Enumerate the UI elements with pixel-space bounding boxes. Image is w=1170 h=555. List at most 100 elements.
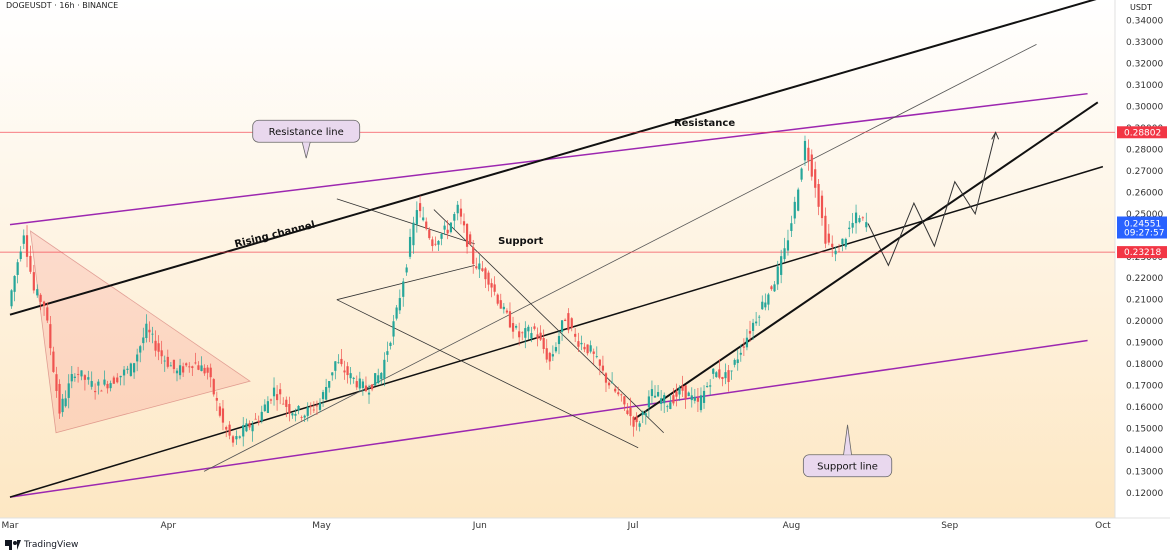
candle-body-206 <box>653 395 657 398</box>
candle-body-112 <box>361 381 364 389</box>
y-tick-label-0: 0.12000 <box>1126 489 1163 499</box>
tradingview-logo[interactable]: TradingView <box>5 540 78 550</box>
candle-body-54 <box>182 366 185 373</box>
candle-body-37 <box>129 363 132 376</box>
candle-body-255 <box>807 147 810 161</box>
candle-body-182 <box>580 342 583 345</box>
candle-body-243 <box>767 294 770 305</box>
triangle-pattern <box>29 230 251 434</box>
time-axis[interactable]: Mar Apr May Jun Jul Aug Sep Oct <box>2 521 1112 531</box>
candle-body-145 <box>465 224 469 247</box>
candle-body-23 <box>83 375 87 380</box>
candle-body-74 <box>245 423 248 432</box>
trendline-3 <box>9 165 1104 498</box>
candle-body-225 <box>712 368 715 374</box>
candle-body-195 <box>620 394 623 396</box>
candle-body-18 <box>67 383 70 398</box>
candle-body-115 <box>370 384 374 390</box>
candle-body-265 <box>841 238 844 245</box>
candle-body-235 <box>742 346 745 348</box>
x-tick-label-5: Aug <box>783 521 801 531</box>
candle-body-26 <box>94 390 97 393</box>
candle-body-19 <box>70 374 73 382</box>
candle-body-198 <box>629 407 632 417</box>
candle-body-202 <box>641 412 644 415</box>
candle-body-186 <box>592 351 595 354</box>
projection-layer <box>867 131 1000 267</box>
candle-body-99 <box>321 392 325 400</box>
candle-body-256 <box>810 154 813 177</box>
candle-body-168 <box>536 334 539 339</box>
candle-body-36 <box>126 368 129 370</box>
candle-body-3 <box>19 251 22 260</box>
y-tick-label-22: 0.34000 <box>1126 17 1163 27</box>
candle-body-120 <box>386 351 389 355</box>
candle-body-83 <box>272 387 276 397</box>
candle-body-43 <box>148 329 151 333</box>
candle-body-65 <box>215 397 218 401</box>
candle-body-240 <box>758 316 761 318</box>
candle-body-78 <box>257 420 260 423</box>
currency-label: USDT <box>1130 3 1152 12</box>
candle-body-223 <box>706 385 709 387</box>
candle-body-131 <box>422 217 425 221</box>
candle-body-40 <box>139 346 142 353</box>
candle-body-27 <box>97 381 100 386</box>
plot-background <box>0 0 1115 518</box>
candle-body-20 <box>73 376 76 378</box>
candle-body-181 <box>577 341 580 347</box>
candle-body-184 <box>586 344 589 354</box>
trendline-8 <box>433 209 664 434</box>
candle-body-193 <box>614 388 617 392</box>
candle-body-268 <box>851 222 854 228</box>
candle-body-204 <box>647 396 650 408</box>
trendline-1 <box>9 339 1088 498</box>
triangle-pattern-layer <box>29 230 251 434</box>
candle-body-233 <box>736 359 739 364</box>
candle-body-217 <box>687 392 690 397</box>
candle-body-140 <box>449 222 453 233</box>
y-tick-label-5: 0.17000 <box>1126 382 1163 392</box>
candle-body-32 <box>112 377 115 384</box>
candle-body-170 <box>542 338 545 349</box>
candle-body-117 <box>377 375 380 384</box>
candle-body-48 <box>163 360 166 362</box>
candle-body-58 <box>194 362 197 364</box>
candle-body-269 <box>854 212 858 224</box>
tradingview-logo-icon <box>5 540 21 550</box>
candle-body-249 <box>786 240 790 251</box>
candle-body-4 <box>22 235 25 244</box>
candle-body-113 <box>364 385 368 392</box>
price-axis[interactable]: 0.12000 0.13000 0.14000 0.15000 0.16000 0.170… <box>1117 17 1167 499</box>
candle-body-136 <box>437 240 440 245</box>
candle-body-178 <box>567 313 570 331</box>
candle-body-66 <box>218 406 221 416</box>
candle-body-156 <box>499 300 502 309</box>
candle-body-226 <box>715 372 718 378</box>
y-tick-label-1: 0.13000 <box>1126 467 1163 477</box>
candle-body-253 <box>800 168 803 180</box>
candle-body-73 <box>242 425 245 437</box>
candle-body-197 <box>626 410 629 414</box>
candle-body-69 <box>228 424 231 436</box>
candle-body-155 <box>496 294 499 304</box>
candle-body-196 <box>623 396 626 405</box>
candle-body-144 <box>462 221 466 226</box>
current-price-countdown: 09:27:57 <box>1124 228 1164 238</box>
y-tick-label-16: 0.28000 <box>1126 145 1163 155</box>
candle-body-154 <box>493 284 496 292</box>
callout-pointer-4 <box>843 424 852 455</box>
candle-body-11 <box>46 307 49 321</box>
candle-body-236 <box>745 337 749 348</box>
candle-body-119 <box>383 359 386 379</box>
candle-body-91 <box>297 406 300 411</box>
candle-body-84 <box>275 394 279 401</box>
candle-body-108 <box>349 373 352 379</box>
candles-layer <box>10 135 868 447</box>
candle-body-245 <box>773 284 776 292</box>
candle-body-62 <box>206 367 209 373</box>
candle-body-146 <box>469 234 472 245</box>
level-badge-label-1: 0.23218 <box>1124 248 1161 258</box>
candle-body-95 <box>309 406 312 408</box>
